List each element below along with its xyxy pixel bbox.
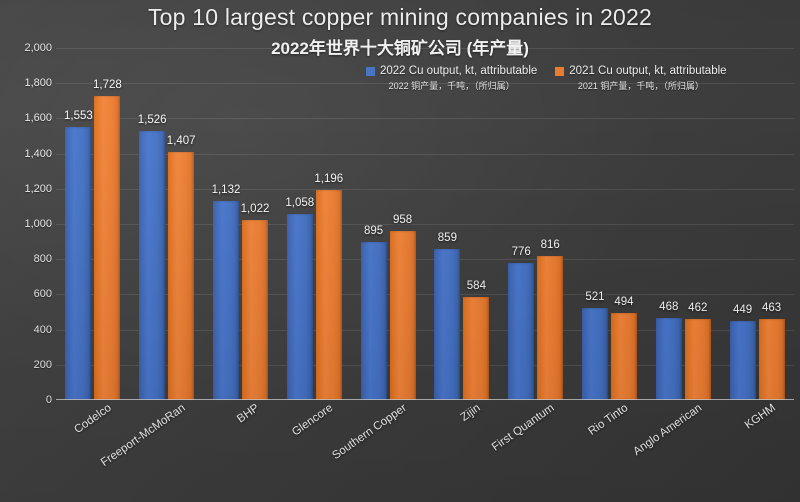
legend-label-2021-cn: 2021 铜产量，千吨，（所归属） [577,81,704,91]
bar-value-label: 463 [761,301,782,314]
bar-value-label: 859 [437,231,457,244]
bar[interactable]: 468 [655,301,682,400]
bar[interactable]: 463 [758,302,785,400]
bar-group: 1,553 1,728 [56,48,130,400]
bar[interactable]: 1,022 [241,203,269,400]
y-axis-tick-label: 1,000 [24,218,52,230]
bar[interactable]: 1,407 [167,135,196,400]
bar-value-label: 521 [585,291,605,304]
gridline [56,118,794,120]
legend-item-2022[interactable]: 2022 Cu output, kt, attributable 2022 铜产… [366,65,537,92]
bar-value-label: 1,407 [166,135,196,148]
y-axis-tick-label: 2,000 [24,42,52,54]
legend-swatch-2022 [366,66,375,76]
y-axis-tick-label: 0 [45,394,52,406]
bar[interactable]: 1,132 [212,184,240,400]
bar-value-label: 1,728 [93,78,122,91]
bar-value-label: 494 [614,296,634,309]
bar-value-label: 584 [466,280,486,293]
bar-group: 776 816 [499,48,573,400]
bar-value-label: 462 [688,301,708,314]
bar-value-label: 1,058 [285,196,315,209]
legend-swatch-2021 [555,66,565,76]
bar-value-label: 1,022 [240,203,270,216]
gridline [56,83,794,85]
legend-label-2022: 2022 Cu output, kt, attributable [380,65,538,77]
plot-area: 1,553 1,728 1,526 1,407 1,132 1,022 1,058 1,196… [56,48,794,400]
bar[interactable]: 1,196 [314,173,343,400]
bar-value-label: 1,132 [211,183,241,196]
bar-group: 895 958 [351,48,425,400]
bar[interactable]: 1,553 [64,110,93,400]
x-axis-label: Codelco [72,402,114,437]
bar[interactable]: 895 [360,225,387,400]
chart-title: Top 10 largest copper mining companies i… [147,4,652,30]
bar-value-label: 449 [732,303,753,316]
bar-value-label: 1,553 [64,109,93,122]
bar[interactable]: 494 [610,296,637,400]
bar[interactable]: 1,526 [138,114,167,400]
bar[interactable]: 1,058 [285,197,314,400]
bar-group: 449 463 [720,48,794,400]
bar-value-label: 776 [511,246,531,259]
y-axis: 0 200 400 600 800 1,000 1,200 1,400 1,600 1,800 2,… [0,42,52,406]
bar[interactable]: 584 [463,280,490,400]
chart-subtitle: 2022年世界十大铜矿公司 (年产量) [271,39,529,58]
bar[interactable]: 958 [389,214,416,400]
bar-groups: 1,553 1,728 1,526 1,407 1,132 1,022 1,058 1,196… [56,48,794,400]
bar-value-label: 816 [540,239,560,252]
bar[interactable]: 1,728 [93,79,122,400]
gridline [56,294,794,296]
gridline [56,153,794,155]
bar[interactable]: 816 [537,239,564,400]
y-axis-tick-label: 1,600 [24,112,52,125]
bar-value-label: 958 [392,214,413,227]
bar-value-label: 1,196 [314,172,344,185]
bar[interactable]: 776 [508,246,535,400]
bar-group: 1,058 1,196 [277,48,351,400]
legend-label-2021: 2021 Cu output, kt, attributable [569,65,727,77]
chart-legend: 2022 Cu output, kt, attributable 2022 铜产… [366,65,798,92]
bar-group: 1,526 1,407 [130,48,204,400]
gridline [56,224,794,225]
bar[interactable]: 449 [729,304,756,400]
bar-group: 521 494 [573,48,647,400]
y-axis-tick-label: 1,800 [24,77,52,90]
bar-value-label: 468 [659,300,679,313]
bar[interactable]: 462 [684,302,711,400]
bar-value-label: 895 [363,225,384,238]
bar-group: 1,132 1,022 [204,48,278,400]
bar-group: 468 462 [646,48,720,400]
y-axis-tick-label: 200 [33,358,52,371]
x-axis-category-labels: Codelco Freeport-McMoRan BHP Glencore Southe… [56,402,794,500]
x-axis-line [56,398,794,400]
gridline [56,259,794,261]
bar[interactable]: 521 [581,291,608,400]
gridline [56,329,794,331]
gridline [56,364,794,366]
legend-label-2022-cn: 2022 铜产量，千吨，（所归属） [388,81,515,91]
y-axis-tick-label: 400 [33,323,52,336]
bar-group: 859 584 [425,48,499,400]
bar[interactable]: 859 [434,232,461,400]
y-axis-tick-label: 1,200 [24,182,52,195]
bar-value-label: 1,526 [137,114,167,127]
y-axis-tick-label: 1,400 [24,147,52,160]
y-axis-tick-label: 800 [33,253,52,266]
legend-item-2021[interactable]: 2021 Cu output, kt, attributable 2021 铜产… [555,65,727,92]
gridline [56,48,794,49]
y-axis-tick-label: 600 [33,288,52,301]
gridline [56,188,794,190]
